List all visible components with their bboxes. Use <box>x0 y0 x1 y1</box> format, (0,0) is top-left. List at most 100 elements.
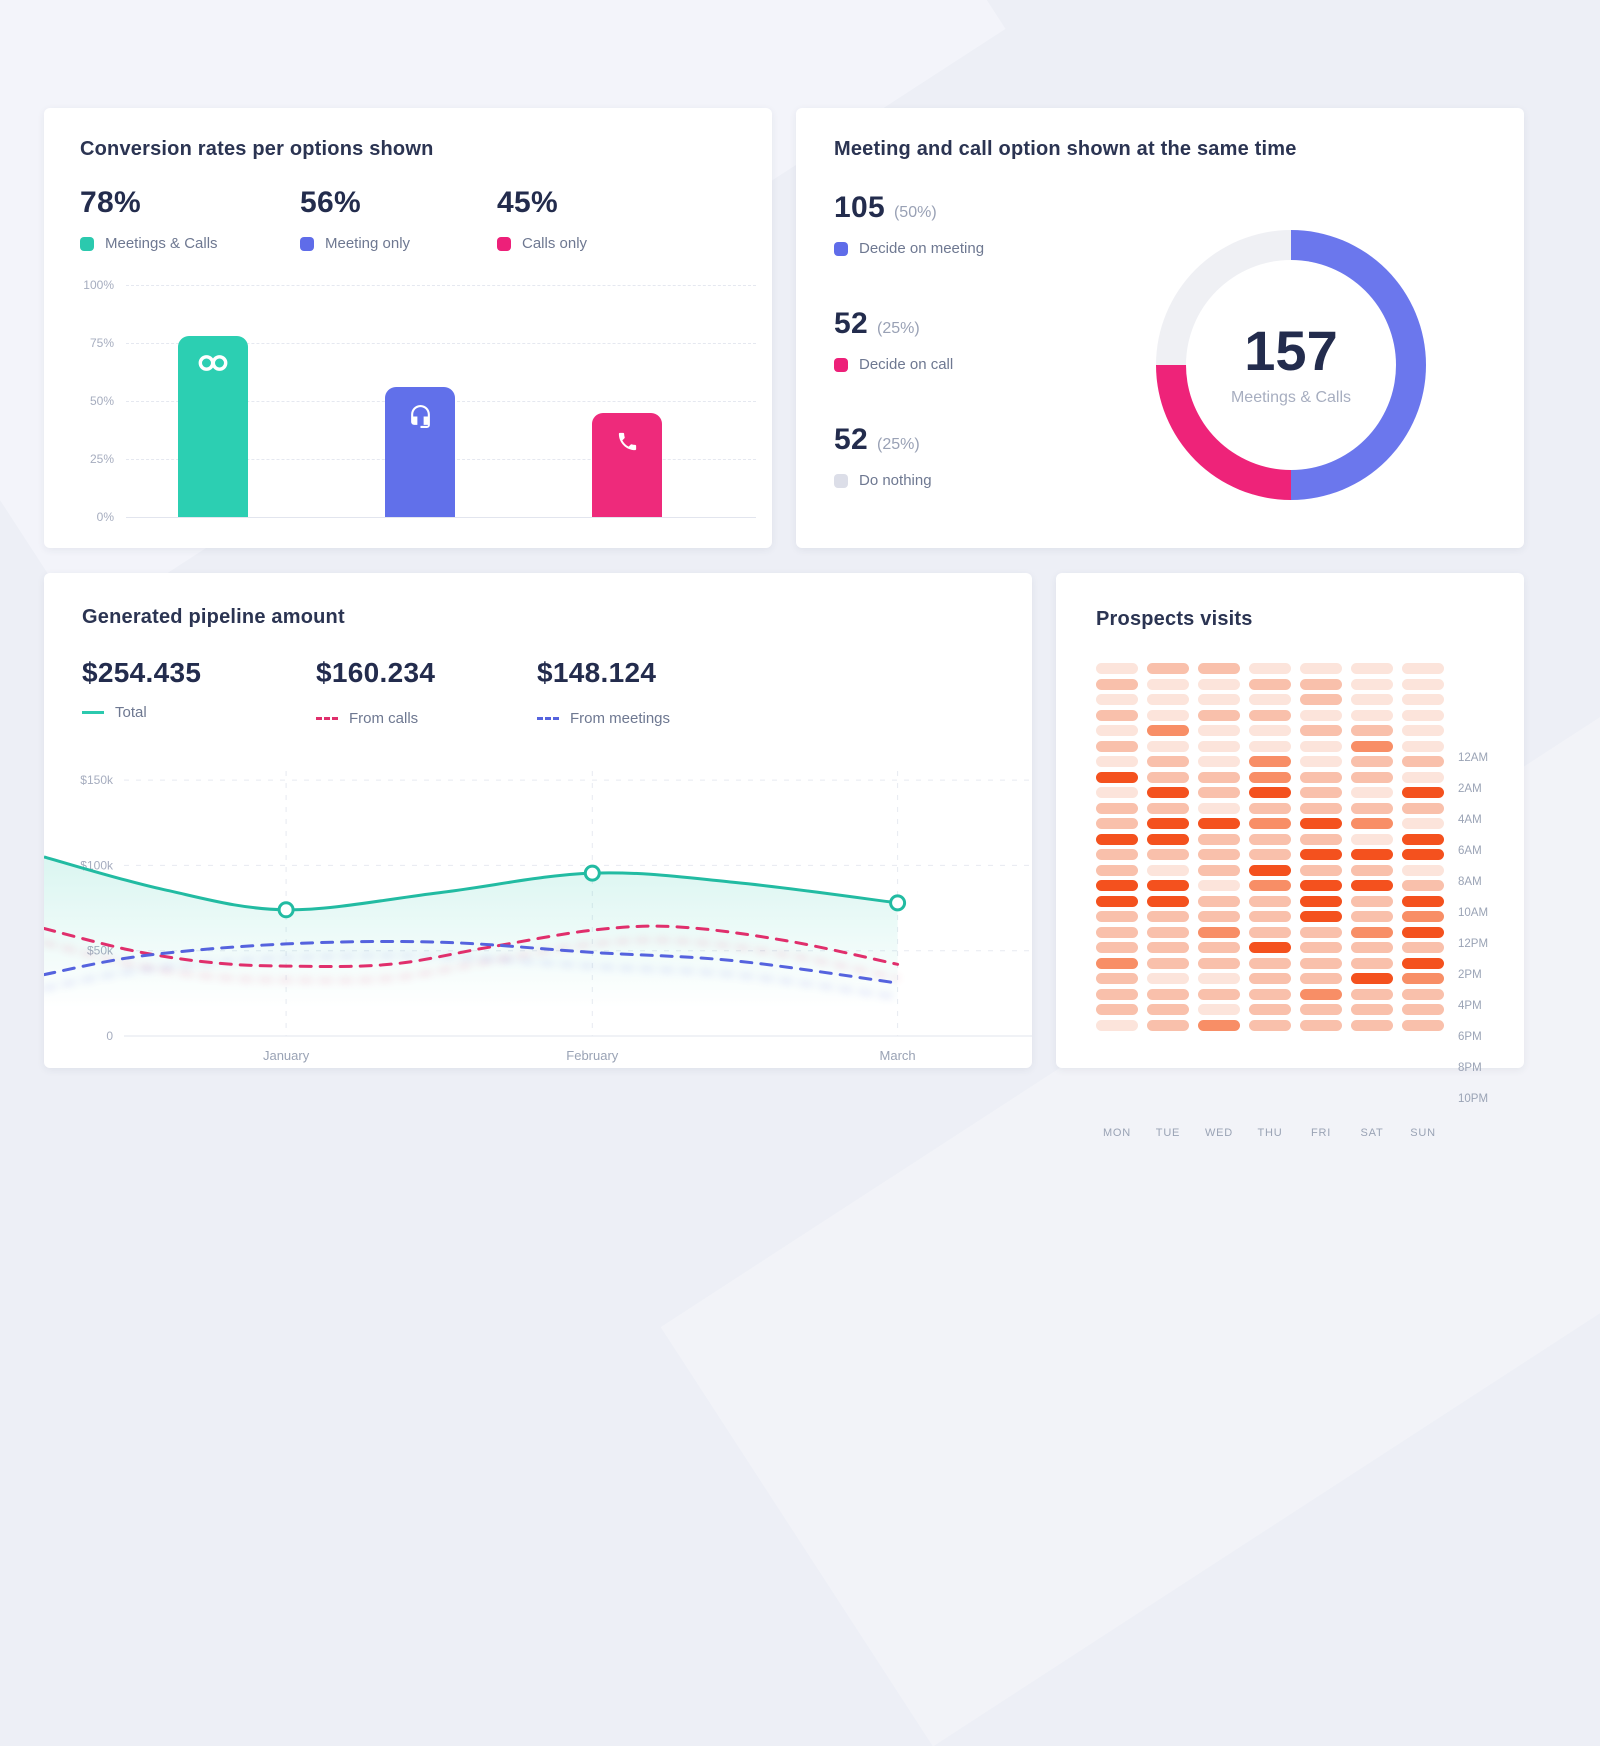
heat-cell <box>1096 895 1138 907</box>
heat-cell <box>1402 942 1444 953</box>
heat-cell <box>1147 957 1189 969</box>
heat-cell <box>1300 756 1342 767</box>
legend-label: Calls only <box>522 235 588 252</box>
heat-cell <box>1096 957 1138 969</box>
heat-cell <box>1198 802 1240 814</box>
heat-cell <box>1300 880 1342 891</box>
heat-cell <box>1147 725 1189 736</box>
time-label: 12PM <box>1458 938 1489 950</box>
heat-cell <box>1351 694 1393 705</box>
heat-cell <box>1096 1019 1138 1031</box>
heat-cell <box>1402 756 1444 767</box>
heat-cell <box>1402 988 1444 1000</box>
heat-cell <box>1402 1004 1444 1015</box>
heat-cell <box>1249 942 1291 953</box>
heat-cell <box>1096 787 1138 798</box>
heat-cell <box>1198 895 1240 907</box>
heat-cell <box>1402 709 1444 721</box>
y-axis-tick: 75% <box>89 336 114 350</box>
donut-total-label: Meetings & Calls <box>1230 389 1352 406</box>
heat-cell <box>1198 740 1240 752</box>
heat-cell <box>1351 787 1393 798</box>
time-label: 4AM <box>1458 814 1482 826</box>
legend-swatch <box>834 241 848 256</box>
legend-label: Meetings & Calls <box>105 235 218 252</box>
legend-label: From meetings <box>570 710 671 727</box>
heat-cell <box>1147 942 1189 953</box>
heat-cell <box>1096 740 1138 752</box>
heat-cell <box>1249 864 1291 876</box>
heat-cell <box>1147 709 1189 721</box>
heat-cell <box>1351 709 1393 721</box>
day-label: SAT <box>1360 1127 1384 1139</box>
heat-cell <box>1096 926 1138 938</box>
heat-cell <box>1249 895 1291 907</box>
heat-cell <box>1402 957 1444 969</box>
stat-percentage: (25%) <box>876 320 920 337</box>
heat-cell <box>1300 663 1342 674</box>
heat-cell <box>1300 678 1342 690</box>
series-total <box>43 855 898 912</box>
series-from-meetings <box>42 939 900 985</box>
heat-cell <box>1300 1004 1342 1015</box>
heat-cell <box>1351 1004 1393 1015</box>
heat-cell <box>1402 864 1444 876</box>
heat-cell <box>1351 771 1393 783</box>
legend-label: Decide on call <box>859 356 954 373</box>
card-title: Prospects visits <box>1096 608 1253 630</box>
stat-value: $148.124 <box>537 657 657 688</box>
time-label: 2PM <box>1458 969 1482 981</box>
heat-cell <box>1351 1019 1393 1031</box>
heat-cell <box>1249 911 1291 922</box>
heat-cell <box>1402 1019 1444 1031</box>
card-title: Generated pipeline amount <box>82 606 345 628</box>
bar-calls-only <box>592 412 662 517</box>
bar-meeting-only <box>385 387 455 517</box>
day-label: WED <box>1204 1127 1234 1139</box>
heat-cell <box>1249 1004 1291 1015</box>
heat-cell <box>1249 694 1291 705</box>
heat-cell <box>1147 833 1189 845</box>
stat-calls-only: 45% Calls only <box>497 186 587 252</box>
stat-decide-on-meeting: 105 (50%) Decide on meeting <box>834 191 984 257</box>
heat-cell <box>1351 818 1393 829</box>
heat-cell <box>1300 926 1342 938</box>
heatmap-chart: MON TUE WED THU FRI SAT SUN 12AM 2AM 4AM 6AM 8AM 10A… <box>1096 663 1516 1139</box>
y-axis-tick: $150k <box>80 773 114 787</box>
stat-from-calls: $160.234 From calls <box>316 657 435 727</box>
heat-cell <box>1300 864 1342 876</box>
heat-cell <box>1096 973 1138 984</box>
legend-swatch <box>80 236 94 251</box>
heat-cell <box>1249 787 1291 798</box>
heat-cell <box>1249 988 1291 1000</box>
series-from-calls <box>42 924 900 968</box>
heat-cell <box>1198 988 1240 1000</box>
heat-cell <box>1249 771 1291 783</box>
stat-value: 45% <box>497 186 558 219</box>
time-label: 2AM <box>1458 783 1482 795</box>
legend-label: Total <box>115 704 147 721</box>
heat-cell <box>1249 818 1291 829</box>
heat-cell <box>1300 694 1342 705</box>
stat-total: $254.435 Total <box>82 657 201 721</box>
heat-cell <box>1402 694 1444 705</box>
legend-label: Do nothing <box>859 472 932 489</box>
line-chart: $150k$100k$50k0JanuaryFebruaryMarch <box>42 743 1032 1068</box>
x-axis-label: January <box>263 1048 310 1063</box>
bar-chart: 100% 75% 50% 25% 0% <box>80 278 756 524</box>
heat-cell <box>1351 957 1393 969</box>
heat-cell <box>1249 833 1291 845</box>
heat-cell <box>1147 740 1189 752</box>
heat-cell <box>1249 740 1291 752</box>
heat-cell <box>1147 787 1189 798</box>
heat-cell <box>1300 942 1342 953</box>
legend-label: Decide on meeting <box>859 240 985 257</box>
heat-cell <box>1300 957 1342 969</box>
stat-decide-on-call: 52 (25%) Decide on call <box>834 307 953 373</box>
card-title: Meeting and call option shown at the sam… <box>834 138 1297 160</box>
y-axis-tick: 0% <box>96 510 114 524</box>
time-label: 6AM <box>1458 845 1482 857</box>
heat-cell <box>1096 694 1138 705</box>
heat-cell <box>1351 926 1393 938</box>
heat-cell <box>1300 802 1342 814</box>
